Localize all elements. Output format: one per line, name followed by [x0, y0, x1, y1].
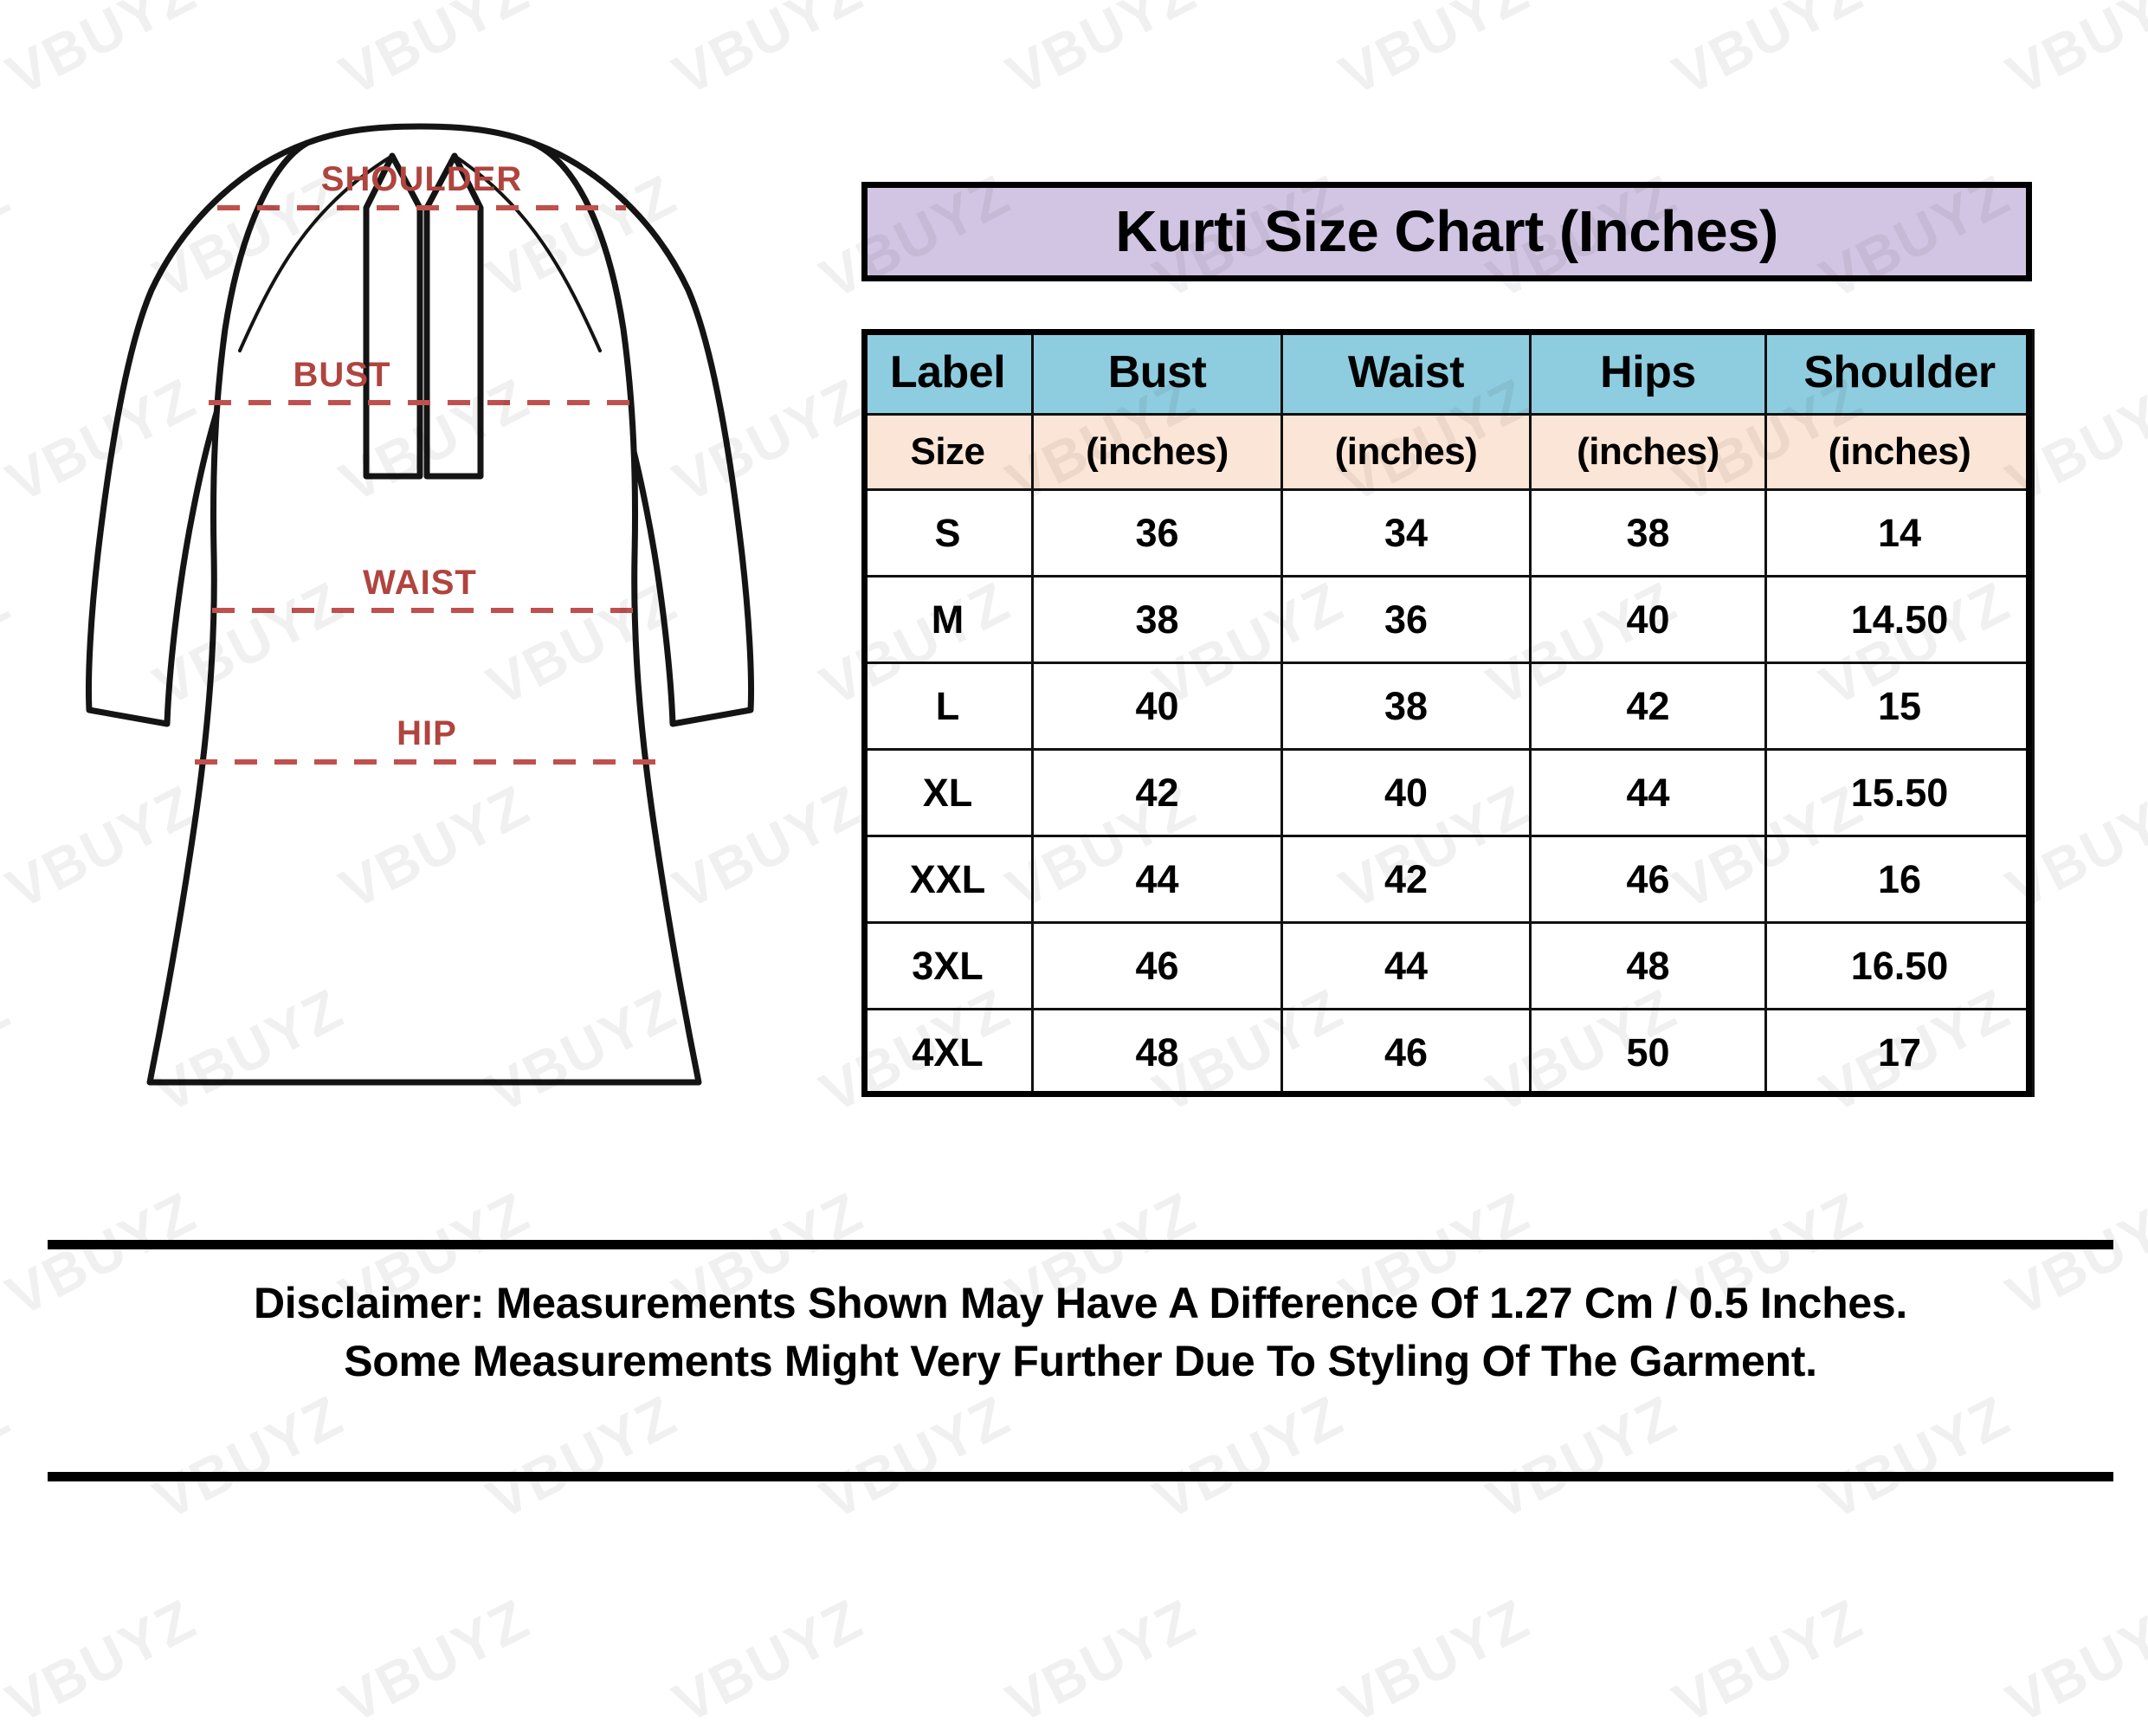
cell-label: 3XL [861, 921, 1034, 1010]
cell-label: L [861, 661, 1034, 751]
watermark-text: VBUYZ [1476, 1382, 1687, 1533]
watermark-text: VBUYZ [2143, 161, 2148, 312]
cell-bust: 42 [1031, 748, 1283, 837]
cell-waist: 36 [1280, 575, 1532, 664]
column-header-shoulder: Shoulder [1764, 329, 2035, 416]
cell-label: 4XL [861, 1008, 1034, 1097]
unit-cell-bust: (inches) [1031, 413, 1283, 491]
table-row: L 40 38 42 15 [861, 661, 2035, 751]
watermark-text: VBUYZ [2143, 1382, 2148, 1533]
column-header-hips: Hips [1529, 329, 1767, 416]
size-table: Label Bust Waist Hips Shoulder Size (inc… [861, 329, 2035, 1097]
watermark-text: VBUYZ [0, 161, 20, 312]
watermark-text: VBUYZ [329, 0, 539, 108]
watermark-text: VBUYZ [476, 1382, 687, 1533]
cell-shoulder: 14.50 [1764, 575, 2035, 664]
watermark-text: VBUYZ [1662, 0, 1873, 108]
watermark-text: VBUYZ [2143, 568, 2148, 719]
cell-shoulder: 16.50 [1764, 921, 2035, 1010]
cell-label: XXL [861, 835, 1034, 924]
cell-waist: 40 [1280, 748, 1532, 837]
page-title: Kurti Size Chart (Inches) [1115, 199, 1778, 264]
measure-lines [195, 205, 664, 765]
watermark-text: VBUYZ [810, 1382, 1020, 1533]
cell-waist: 34 [1280, 488, 1532, 578]
watermark-text: VBUYZ [662, 1585, 873, 1736]
cell-bust: 40 [1031, 661, 1283, 751]
table-units-row: Size (inches) (inches) (inches) (inches) [861, 413, 2035, 491]
cell-waist: 46 [1280, 1008, 1532, 1097]
unit-cell-size: Size [861, 413, 1034, 491]
watermark-text: VBUYZ [143, 1382, 353, 1533]
disclaimer-line-1: Disclaimer: Measurements Shown May Have … [253, 1279, 1908, 1327]
cell-waist: 44 [1280, 921, 1532, 1010]
watermark-text: VBUYZ [996, 0, 1206, 108]
watermark-text: VBUYZ [662, 0, 873, 108]
cell-label: M [861, 575, 1034, 664]
table-row: M 38 36 40 14.50 [861, 575, 2035, 664]
hip-label: HIP [397, 714, 457, 752]
cell-waist: 42 [1280, 835, 1532, 924]
column-header-waist: Waist [1280, 329, 1532, 416]
table-header-row: Label Bust Waist Hips Shoulder [861, 329, 2035, 416]
chart-title-box: Kurti Size Chart (Inches) [861, 182, 2032, 281]
cell-bust: 46 [1031, 921, 1283, 1010]
watermark-text: VBUYZ [996, 1585, 1206, 1736]
watermark-text: VBUYZ [2143, 975, 2148, 1126]
watermark-text: VBUYZ [1996, 0, 2148, 108]
cell-label: S [861, 488, 1034, 578]
table-row: 3XL 46 44 48 16.50 [861, 921, 2035, 1010]
size-chart-panel: Kurti Size Chart (Inches) Label Bust Wai… [861, 182, 2035, 1097]
shoulder-label: SHOULDER [321, 160, 522, 198]
divider-top [48, 1240, 2113, 1249]
cell-hips: 46 [1529, 835, 1767, 924]
cell-shoulder: 14 [1764, 488, 2035, 578]
cell-hips: 44 [1529, 748, 1767, 837]
watermark-text: VBUYZ [329, 1585, 539, 1736]
cell-label: XL [861, 748, 1034, 837]
cell-hips: 40 [1529, 575, 1767, 664]
unit-cell-waist: (inches) [1280, 413, 1532, 491]
cell-bust: 48 [1031, 1008, 1283, 1097]
cell-hips: 50 [1529, 1008, 1767, 1097]
cell-bust: 44 [1031, 835, 1283, 924]
cell-bust: 36 [1031, 488, 1283, 578]
table-row: XXL 44 42 46 16 [861, 835, 2035, 924]
disclaimer-block: Disclaimer: Measurements Shown May Have … [48, 1275, 2113, 1390]
kurti-outline [86, 123, 754, 1086]
waist-label: WAIST [363, 564, 477, 602]
watermark-text: VBUYZ [1996, 1585, 2148, 1736]
cell-bust: 38 [1031, 575, 1283, 664]
cell-waist: 38 [1280, 661, 1532, 751]
column-header-bust: Bust [1031, 329, 1283, 416]
column-header-label: Label [861, 329, 1034, 416]
cell-hips: 42 [1529, 661, 1767, 751]
watermark-text: VBUYZ [1662, 1585, 1873, 1736]
cell-shoulder: 16 [1764, 835, 2035, 924]
table-row: 4XL 48 46 50 17 [861, 1008, 2035, 1097]
disclaimer-line-2: Some Measurements Might Very Further Due… [344, 1336, 1817, 1385]
cell-hips: 38 [1529, 488, 1767, 578]
watermark-text: VBUYZ [0, 568, 20, 719]
cell-shoulder: 17 [1764, 1008, 2035, 1097]
watermark-text: VBUYZ [1329, 0, 1539, 108]
cell-hips: 48 [1529, 921, 1767, 1010]
watermark-text: VBUYZ [0, 975, 20, 1126]
watermark-text: VBUYZ [1143, 1382, 1353, 1533]
watermark-text: VBUYZ [0, 1382, 20, 1533]
bust-label: BUST [293, 356, 391, 394]
size-table-frame: Label Bust Waist Hips Shoulder Size (inc… [861, 329, 2035, 1097]
watermark-text: VBUYZ [0, 1585, 206, 1736]
unit-cell-hips: (inches) [1529, 413, 1767, 491]
unit-cell-shoulder: (inches) [1764, 413, 2035, 491]
cell-shoulder: 15 [1764, 661, 2035, 751]
watermark-text: VBUYZ [1809, 1382, 2020, 1533]
watermark-text: VBUYZ [0, 0, 206, 108]
watermark-text: VBUYZ [1329, 1585, 1539, 1736]
cell-shoulder: 15.50 [1764, 748, 2035, 837]
garment-illustration: SHOULDER BUST WAIST HIP [48, 104, 810, 1229]
table-row: S 36 34 38 14 [861, 488, 2035, 578]
divider-bottom [48, 1472, 2113, 1481]
table-row: XL 42 40 44 15.50 [861, 748, 2035, 837]
